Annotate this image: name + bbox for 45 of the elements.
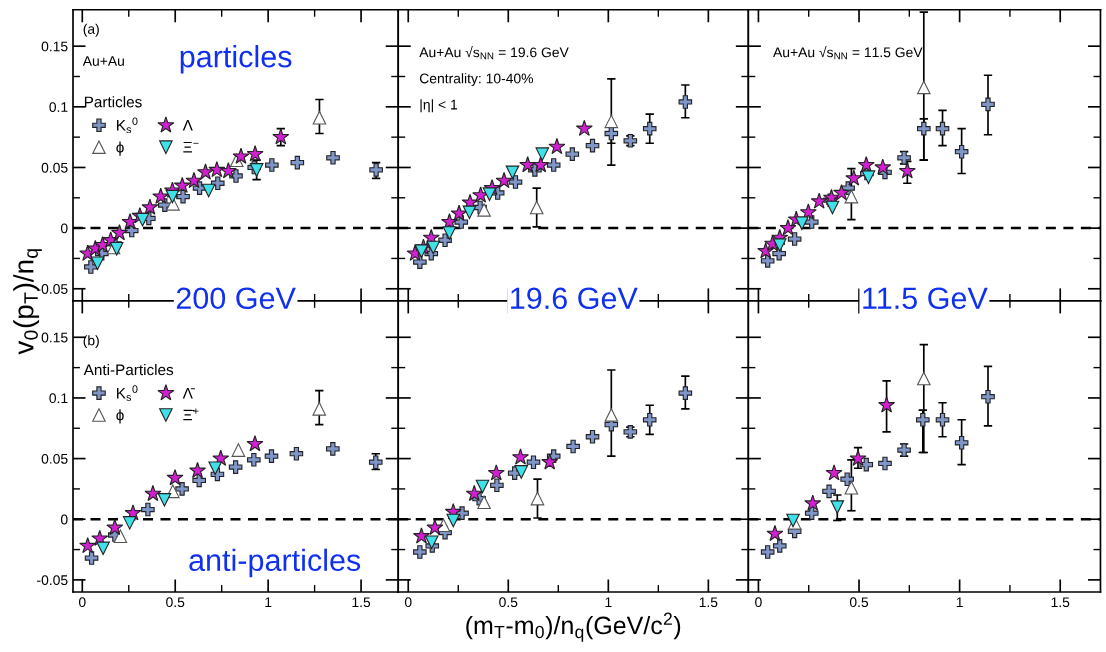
legend-title: Anti-Particles — [83, 363, 174, 376]
y-tick-label: 0.05 — [41, 453, 68, 464]
legend-label: K$_{s}$$^{0}$ — [117, 117, 138, 134]
y-tick-label: 0.15 — [41, 41, 68, 52]
annotation: Au+Au √s$_{NN}$ = 11.5 GeV — [773, 46, 923, 60]
x-tick-label: 1 — [605, 597, 612, 607]
x-tick-label: 1.5 — [1051, 597, 1070, 608]
y-tick-label: 0.1 — [49, 102, 68, 112]
text: (m$_{T}$-m$_{0}$)/n$_{q}$(GeV/c$^{2}$) — [466, 612, 681, 642]
legend-label: K$_{s}$$^{0}$ — [117, 385, 138, 401]
legend-label: ϕ — [116, 141, 124, 156]
x-tick-label: 1 — [956, 597, 963, 607]
legend-label: ϕ — [116, 409, 124, 424]
annotation: Au+Au — [82, 56, 124, 66]
annotation: particles — [180, 45, 292, 74]
legend-label: Ξ̄$^{+}$ — [183, 408, 199, 421]
y-tick-label: 0 — [60, 514, 68, 525]
y-tick-label: 0 — [60, 223, 68, 234]
x-tick-label: 0.5 — [166, 597, 185, 608]
annotation: 19.6 GeV — [511, 287, 638, 310]
legend-label: Λ̄ — [182, 387, 195, 399]
x-tick-label: 1.5 — [699, 597, 718, 608]
legend-label: Ξ$^{−}$ — [183, 141, 199, 153]
y-tick-label: 0.05 — [41, 162, 68, 173]
annotation: |η| < 1 — [420, 99, 458, 113]
annotation: 11.5 GeV — [863, 287, 988, 310]
x-tick-label: 0 — [755, 597, 762, 608]
y-tick-label: -0.05 — [37, 284, 68, 294]
x-tick-label: 0 — [78, 597, 86, 608]
annotation: anti-particles — [189, 548, 361, 578]
legend-title: Particles — [84, 96, 142, 108]
y-tick-label: -0.05 — [37, 575, 68, 586]
annotation: 200 GeV — [176, 287, 296, 310]
annotation: (b) — [83, 335, 99, 349]
annotation: (a) — [83, 23, 99, 37]
legend-label: Λ — [182, 120, 193, 131]
annotation: Centrality: 10-40% — [419, 73, 534, 87]
x-tick-label: 1 — [265, 597, 272, 607]
y-tick-label: 0.1 — [49, 393, 68, 404]
x-tick-label: 1.5 — [352, 597, 371, 608]
x-tick-label: 0.5 — [499, 597, 518, 608]
x-tick-label: 0.5 — [849, 597, 869, 608]
y-tick-label: 0.15 — [41, 332, 68, 343]
x-tick-label: 0 — [404, 597, 412, 608]
annotation: Au+Au √s$_{NN}$ = 19.6 GeV — [419, 46, 569, 60]
